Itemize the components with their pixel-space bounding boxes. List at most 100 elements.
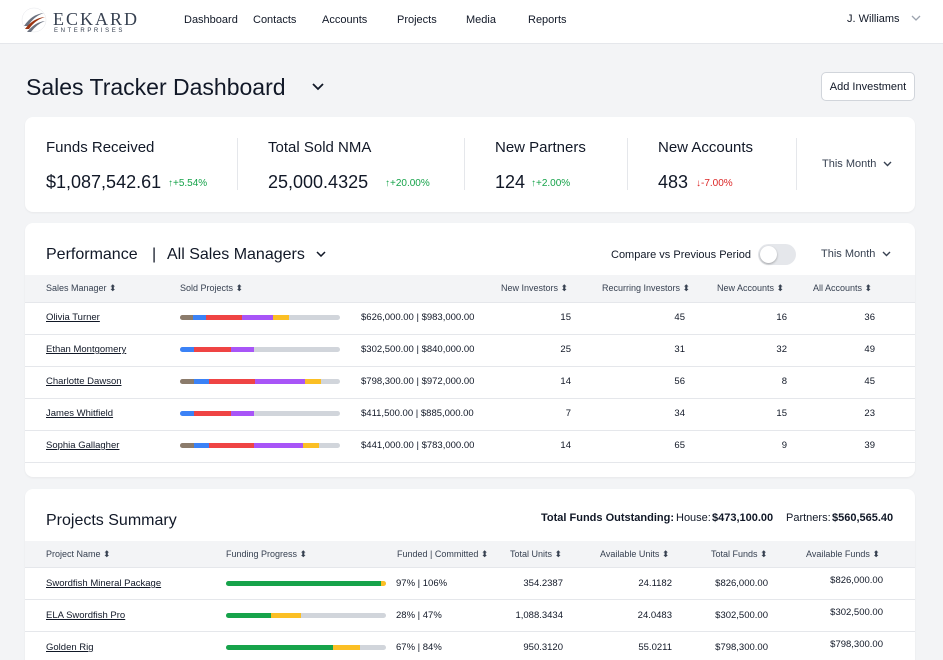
nav-contacts[interactable]: Contacts [253, 14, 297, 26]
sold-projects-bar [180, 411, 340, 416]
project-name-link[interactable]: Golden Rig [46, 642, 94, 653]
kpi-delta: ↓-7.00% [696, 178, 733, 189]
nav-media[interactable]: Media [466, 14, 496, 26]
kpi-label: Total Sold NMA [268, 139, 372, 156]
bar-segment [231, 347, 254, 352]
col-all-accounts[interactable]: All Accounts ⬍ [813, 283, 873, 293]
top-navigation: ECKARD ENTERPRISES Dashboard Contacts Ac… [0, 0, 943, 44]
sales-manager-link[interactable]: James Whitfield [46, 408, 114, 419]
sold-amounts: $626,000.00 | $983,000.00 [361, 312, 475, 323]
bar-segment [194, 443, 209, 448]
sales-manager-link[interactable]: Olivia Turner [46, 312, 100, 323]
bar-segment [253, 443, 304, 448]
committed-segment [333, 645, 361, 650]
manager-filter-select[interactable]: All Sales Managers [167, 246, 305, 263]
col-sold-projects[interactable]: Sold Projects ⬍ [180, 283, 244, 293]
row-divider [25, 567, 915, 568]
bar-segment [180, 443, 195, 448]
nav-projects[interactable]: Projects [397, 14, 437, 26]
col-sales-manager[interactable]: Sales Manager ⬍ [46, 283, 117, 293]
performance-period-select[interactable]: This Month [821, 248, 876, 260]
all-accounts-value: 45 [864, 376, 875, 387]
house-label: House: [676, 512, 711, 524]
col-new-accounts[interactable]: New Accounts ⬍ [717, 283, 785, 293]
bar-segment [208, 443, 254, 448]
kpi-card [25, 117, 915, 212]
bar-segment [303, 443, 320, 448]
brand-name: ECKARD [53, 9, 140, 29]
add-investment-button[interactable]: Add Investment [821, 72, 915, 101]
new-accounts-value: 32 [776, 344, 787, 355]
chevron-down-icon[interactable] [882, 251, 891, 257]
compare-toggle[interactable] [758, 244, 796, 265]
all-accounts-value: 39 [864, 440, 875, 451]
nav-dashboard[interactable]: Dashboard [184, 14, 238, 26]
all-accounts-value: 49 [864, 344, 875, 355]
user-name[interactable]: J. Williams [847, 13, 900, 25]
col-funding-progress[interactable]: Funding Progress ⬍ [226, 549, 308, 559]
sold-amounts: $411,500.00 | $885,000.00 [361, 408, 474, 419]
performance-table-header [25, 275, 915, 302]
brand-subtitle: ENTERPRISES [54, 28, 125, 34]
col-project-name[interactable]: Project Name ⬍ [46, 549, 111, 559]
sales-manager-link[interactable]: Ethan Montgomery [46, 344, 127, 355]
kpi-value: 124 [495, 172, 526, 192]
row-divider [25, 366, 915, 367]
outstanding-label: Total Funds Outstanding: [541, 512, 674, 524]
kpi-delta: ↑+20.00% [385, 178, 430, 189]
funded-committed-value: 28% | 47% [396, 610, 442, 621]
available-funds-value: $302,500.00 [830, 607, 883, 618]
partners-label: Partners: [786, 512, 831, 524]
total-funds-value: $826,000.00 [715, 578, 768, 589]
bar-segment [180, 347, 195, 352]
sales-manager-link[interactable]: Charlotte Dawson [46, 376, 122, 387]
col-total-units[interactable]: Total Units ⬍ [510, 549, 563, 559]
sold-amounts: $441,000.00 | $783,000.00 [361, 440, 475, 451]
sales-manager-link[interactable]: Sophia Gallagher [46, 440, 120, 451]
dashboard-switch-chevron-icon[interactable] [311, 82, 325, 91]
bar-segment [194, 379, 209, 384]
kpi-delta: ↑+5.54% [168, 178, 208, 189]
nav-accounts[interactable]: Accounts [322, 14, 368, 26]
committed-segment [381, 581, 386, 586]
bar-segment [194, 411, 232, 416]
brand-logo[interactable]: ECKARD ENTERPRISES [20, 6, 150, 38]
funded-segment [226, 581, 382, 586]
user-menu-chevron-icon[interactable] [911, 15, 921, 21]
bar-segment [180, 315, 193, 320]
chevron-down-icon[interactable] [316, 251, 326, 257]
new-investors-value: 7 [565, 408, 571, 419]
col-recurring-investors[interactable]: Recurring Investors ⬍ [602, 283, 691, 293]
available-units-value: 24.0483 [637, 610, 672, 621]
funded-committed-value: 97% | 106% [396, 578, 448, 589]
kpi-label: New Partners [495, 139, 586, 156]
bar-segment [180, 411, 195, 416]
new-accounts-value: 16 [776, 312, 787, 323]
col-new-investors[interactable]: New Investors ⬍ [501, 283, 569, 293]
bar-segment [208, 379, 256, 384]
project-name-link[interactable]: ELA Swordfish Pro [46, 610, 126, 621]
kpi-period-select[interactable]: This Month [822, 158, 877, 170]
bar-segment [242, 315, 273, 320]
kpi-value: $1,087,542.61 [46, 172, 162, 192]
house-value: $473,100.00 [712, 512, 774, 524]
row-divider [25, 334, 915, 335]
col-total-funds[interactable]: Total Funds ⬍ [711, 549, 768, 559]
chevron-down-icon[interactable] [883, 161, 892, 167]
kpi-value: 25,000.4325 [268, 172, 369, 192]
all-accounts-value: 23 [864, 408, 875, 419]
col-available-units[interactable]: Available Units ⬍ [600, 549, 670, 559]
recurring-investors-value: 31 [674, 344, 685, 355]
new-accounts-value: 8 [781, 376, 787, 387]
nav-reports[interactable]: Reports [528, 14, 567, 26]
col-funded-committed[interactable]: Funded | Committed ⬍ [397, 549, 489, 559]
committed-segment [270, 613, 302, 618]
available-funds-value: $798,300.00 [830, 639, 883, 650]
project-name-link[interactable]: Swordfish Mineral Package [46, 578, 162, 589]
bar-segment [304, 379, 321, 384]
divider [627, 138, 628, 190]
funded-segment [226, 645, 334, 650]
funding-progress-bar [226, 645, 386, 650]
sold-projects-bar [180, 347, 340, 352]
col-available-funds[interactable]: Available Funds ⬍ [806, 549, 880, 559]
